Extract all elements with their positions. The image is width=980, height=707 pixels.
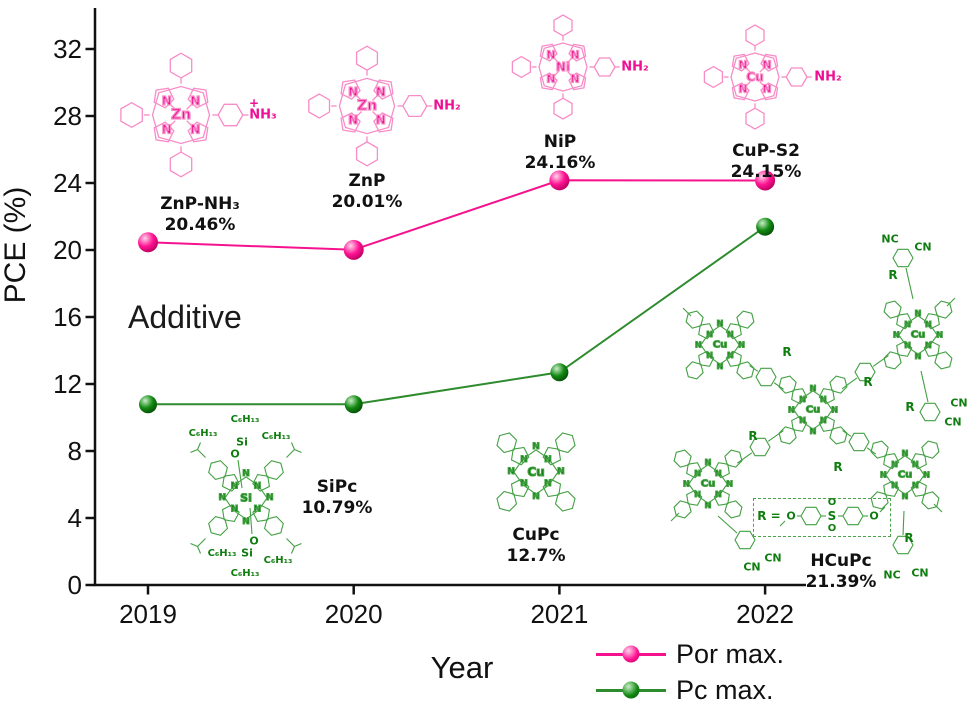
svg-text:N: N bbox=[831, 406, 838, 415]
x-tick-label: 2022 bbox=[736, 599, 795, 629]
atom-label: O bbox=[869, 509, 879, 523]
atom-label: O bbox=[827, 523, 837, 534]
svg-text:N: N bbox=[915, 309, 922, 318]
svg-text:N: N bbox=[912, 460, 919, 469]
svg-text:N: N bbox=[891, 481, 898, 490]
structure-label: CuPc 12.7% bbox=[506, 524, 566, 566]
por-series-symbol-icon bbox=[596, 644, 666, 664]
additive-annotation: Additive bbox=[128, 299, 242, 335]
svg-text:N: N bbox=[810, 427, 817, 436]
svg-text:N: N bbox=[936, 331, 943, 340]
legend-label-pc: Pc max. bbox=[676, 674, 774, 705]
atom-label: R bbox=[833, 460, 843, 474]
structure-label: ZnP-NH₃ 20.46% bbox=[160, 193, 240, 235]
svg-text:N: N bbox=[893, 331, 900, 340]
y-tick-label: 16 bbox=[53, 302, 82, 332]
svg-text:N: N bbox=[904, 341, 911, 350]
structure-label: ZnP 20.01% bbox=[331, 170, 403, 212]
atom-label: CN bbox=[914, 240, 932, 254]
svg-text:Cu: Cu bbox=[806, 405, 820, 416]
atom-label: NC bbox=[883, 568, 901, 582]
atom-label: S bbox=[827, 509, 837, 523]
atom-label: R bbox=[904, 531, 914, 545]
svg-text:N: N bbox=[912, 481, 919, 490]
pc-series-symbol-icon bbox=[596, 680, 666, 700]
atom-label: R bbox=[888, 268, 898, 282]
svg-text:N: N bbox=[820, 395, 827, 404]
x-tick-label: 2019 bbox=[119, 599, 177, 629]
svg-text:N: N bbox=[902, 449, 909, 458]
legend-item-por-max: Por max. bbox=[596, 636, 784, 672]
atom-label: CN bbox=[944, 415, 962, 429]
atom-label: NC bbox=[881, 232, 899, 246]
legend-item-pc-max: Pc max. bbox=[596, 672, 784, 707]
structure-label: SiPc 10.79% bbox=[301, 476, 373, 518]
structure-label: NiP 24.16% bbox=[524, 131, 596, 173]
pc-legend-marker-icon bbox=[622, 681, 640, 699]
y-tick-label: 8 bbox=[67, 436, 82, 466]
y-tick-label: 4 bbox=[67, 503, 82, 533]
svg-text:Cu: Cu bbox=[911, 330, 925, 341]
svg-text:N: N bbox=[810, 384, 817, 393]
y-tick-label: 20 bbox=[53, 235, 82, 265]
y-tick-label: 28 bbox=[53, 101, 82, 131]
y-tick-label: 24 bbox=[53, 168, 82, 198]
y-tick-label: 0 bbox=[67, 570, 82, 600]
svg-text:N: N bbox=[891, 460, 898, 469]
svg-text:N: N bbox=[902, 492, 909, 501]
x-tick-label: 2020 bbox=[324, 599, 383, 629]
svg-text:N: N bbox=[923, 471, 930, 480]
svg-text:N: N bbox=[820, 416, 827, 425]
atom-label: O bbox=[827, 497, 837, 508]
svg-text:N: N bbox=[925, 341, 932, 350]
atom-label: CN bbox=[911, 566, 929, 580]
structure-label: CuP-S2 24.15% bbox=[730, 140, 802, 182]
por-legend-marker-icon bbox=[622, 645, 640, 663]
legend-label-por: Por max. bbox=[676, 638, 785, 669]
svg-text:N: N bbox=[880, 471, 887, 480]
structure-label: HCuPc 21.39% bbox=[805, 550, 877, 592]
svg-text:N: N bbox=[915, 352, 922, 361]
atom-label: CN bbox=[950, 396, 968, 410]
legend: Por max. Pc max. bbox=[596, 636, 784, 707]
atom-label: R bbox=[863, 375, 873, 389]
atom-label: R bbox=[905, 400, 915, 414]
x-tick-label: 2021 bbox=[530, 599, 589, 629]
svg-text:Cu: Cu bbox=[898, 470, 912, 481]
y-tick-label: 12 bbox=[53, 369, 82, 399]
y-tick-label: 32 bbox=[53, 34, 82, 64]
x-axis-title: Year bbox=[430, 650, 494, 685]
svg-text:N: N bbox=[925, 320, 932, 329]
atom-label: NH₂ bbox=[814, 69, 842, 85]
svg-text:N: N bbox=[904, 320, 911, 329]
